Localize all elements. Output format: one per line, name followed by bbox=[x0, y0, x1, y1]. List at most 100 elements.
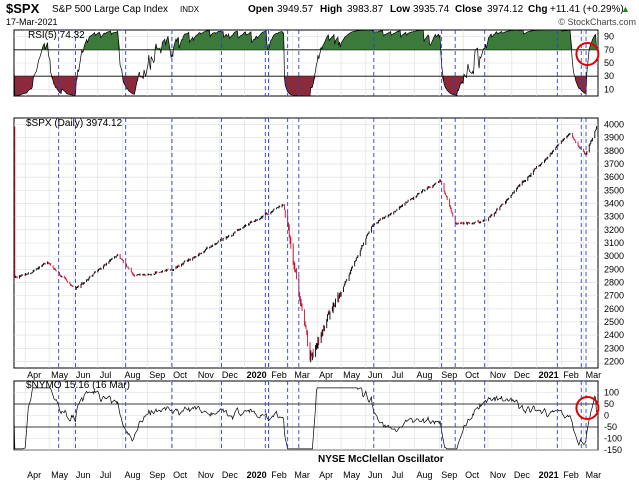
close-value: 3974.12 bbox=[487, 4, 524, 15]
nymo-x-label-1: May bbox=[51, 470, 69, 480]
open-label: Open bbox=[248, 4, 274, 15]
index-name: S&P 500 Large Cap Index bbox=[52, 4, 168, 15]
nymo-x-label-11: Mar bbox=[294, 470, 310, 480]
nymo-legend: $NYMO 15.16 (16 Mar) bbox=[26, 380, 130, 391]
price-x-label-21: 2021 bbox=[539, 370, 559, 380]
nymo-tick-label-4: 50 bbox=[604, 399, 614, 409]
price-x-label-11: Mar bbox=[294, 370, 310, 380]
price-panel: 2200 2300 2400 2500 2600 2700 2800 2900 3000 3100… bbox=[13, 117, 624, 369]
rsi-line bbox=[13, 29, 597, 97]
nymo-x-label-8: Dec bbox=[222, 470, 239, 480]
price-x-label-16: Aug bbox=[417, 370, 433, 380]
rsi-legend: RSI(5) 74.32 bbox=[28, 30, 85, 41]
price-tick-label-6: 2800 bbox=[604, 277, 624, 287]
price-x-label-3: Jul bbox=[100, 370, 112, 380]
nymo-tick-label-3: 0 bbox=[604, 411, 609, 421]
chg-label: Chg bbox=[528, 4, 547, 15]
nymo-x-label-10: Feb bbox=[271, 470, 287, 480]
price-x-label-18: Oct bbox=[465, 370, 480, 380]
rsi-tick-label-3: 70 bbox=[604, 45, 614, 55]
nymo-line bbox=[13, 387, 597, 450]
nymo-x-label-18: Oct bbox=[465, 470, 480, 480]
price-tick-label-7: 2900 bbox=[604, 264, 624, 274]
price-x-label-6: Oct bbox=[173, 370, 188, 380]
price-tick-label-8: 3000 bbox=[604, 251, 624, 261]
price-tick-label-13: 3500 bbox=[604, 185, 624, 195]
nymo-x-label-2: Jun bbox=[76, 470, 91, 480]
price-tick-label-4: 2600 bbox=[604, 304, 624, 314]
price-tick-label-17: 3900 bbox=[604, 133, 624, 143]
price-x-label-12: Apr bbox=[319, 370, 333, 380]
nymo-annotation: NYSE McClellan Oscillator bbox=[318, 454, 444, 465]
high-value: 3983.87 bbox=[347, 4, 384, 15]
price-x-label-2: Jun bbox=[76, 370, 91, 380]
watermark: © StockCharts.com bbox=[558, 17, 636, 27]
nymo-x-label-21: 2021 bbox=[539, 470, 559, 480]
nymo-x-label-12: Apr bbox=[319, 470, 333, 480]
rsi-overbought-fill bbox=[14, 30, 597, 50]
close-label: Close bbox=[455, 4, 483, 15]
price-tick-label-18: 4000 bbox=[604, 120, 624, 130]
nymo-x-label-6: Oct bbox=[173, 470, 188, 480]
price-x-label-0: Apr bbox=[27, 370, 41, 380]
price-x-label-5: Sep bbox=[149, 370, 165, 380]
rsi-tick-label-4: 90 bbox=[604, 32, 614, 42]
nymo-x-label-16: Aug bbox=[417, 470, 433, 480]
price-tick-label-10: 3200 bbox=[604, 225, 624, 235]
nymo-x-label-20: Dec bbox=[514, 470, 531, 480]
price-x-label-13: May bbox=[343, 370, 361, 380]
high-label: High bbox=[320, 4, 342, 15]
price-x-label-9: 2020 bbox=[247, 370, 267, 380]
price-x-label-10: Feb bbox=[271, 370, 287, 380]
price-legend: $SPX (Daily) 3974.12 bbox=[26, 118, 123, 129]
rsi-tick-label-2: 50 bbox=[604, 58, 614, 68]
price-x-label-14: Jun bbox=[368, 370, 383, 380]
price-tick-label-15: 3700 bbox=[604, 159, 624, 169]
price-x-label-7: Nov bbox=[198, 370, 215, 380]
price-x-label-22: Feb bbox=[563, 370, 579, 380]
price-x-label-20: Dec bbox=[514, 370, 531, 380]
price-x-label-23: Mar bbox=[586, 370, 602, 380]
rsi-tick-label-0: 10 bbox=[604, 84, 614, 94]
price-tick-label-14: 3600 bbox=[604, 172, 624, 182]
price-tick-label-1: 2300 bbox=[604, 343, 624, 353]
nymo-x-label-3: Jul bbox=[100, 470, 112, 480]
nymo-x-label-13: May bbox=[343, 470, 361, 480]
chart-date: 17-Mar-2021 bbox=[6, 17, 58, 27]
price-tick-label-11: 3300 bbox=[604, 212, 624, 222]
price-x-label-1: May bbox=[51, 370, 69, 380]
nymo-tick-label-2: -50 bbox=[604, 422, 617, 432]
price-x-label-8: Dec bbox=[222, 370, 239, 380]
nymo-x-label-22: Feb bbox=[563, 470, 579, 480]
exchange-code: INDX bbox=[180, 5, 200, 14]
open-value: 3949.57 bbox=[277, 4, 314, 15]
rsi-tick-label-1: 30 bbox=[604, 71, 614, 81]
nymo-x-label-0: Apr bbox=[27, 470, 41, 480]
nymo-tick-label-1: -100 bbox=[604, 434, 622, 444]
rsi-panel: 10 30 50 70 90 bbox=[13, 29, 614, 97]
low-value: 3935.74 bbox=[413, 4, 450, 15]
nymo-x-label-23: Mar bbox=[586, 470, 602, 480]
price-candles bbox=[13, 126, 597, 363]
price-tick-label-16: 3800 bbox=[604, 146, 624, 156]
price-tick-label-0: 2200 bbox=[604, 356, 624, 366]
nymo-x-label-14: Jun bbox=[368, 470, 383, 480]
rsi-highlight-circle-0 bbox=[575, 42, 600, 66]
low-label: Low bbox=[390, 4, 410, 15]
nymo-x-label-19: Nov bbox=[490, 470, 507, 480]
nymo-x-label-15: Jul bbox=[392, 470, 404, 480]
price-tick-label-9: 3100 bbox=[604, 238, 624, 248]
rsi-oversold-fill bbox=[14, 76, 597, 96]
price-x-label-15: Jul bbox=[392, 370, 404, 380]
price-tick-label-5: 2700 bbox=[604, 291, 624, 301]
price-x-label-4: Aug bbox=[125, 370, 141, 380]
nymo-x-label-17: Sep bbox=[441, 470, 457, 480]
signal-lines bbox=[58, 30, 587, 450]
ticker-symbol: $SPX bbox=[6, 1, 40, 16]
nymo-highlight-circle-0 bbox=[575, 396, 600, 420]
up-arrow-icon: ▲ bbox=[621, 4, 630, 14]
nymo-tick-label-0: -150 bbox=[604, 445, 622, 455]
price-tick-label-3: 2500 bbox=[604, 317, 624, 327]
nymo-x-label-5: Sep bbox=[149, 470, 165, 480]
